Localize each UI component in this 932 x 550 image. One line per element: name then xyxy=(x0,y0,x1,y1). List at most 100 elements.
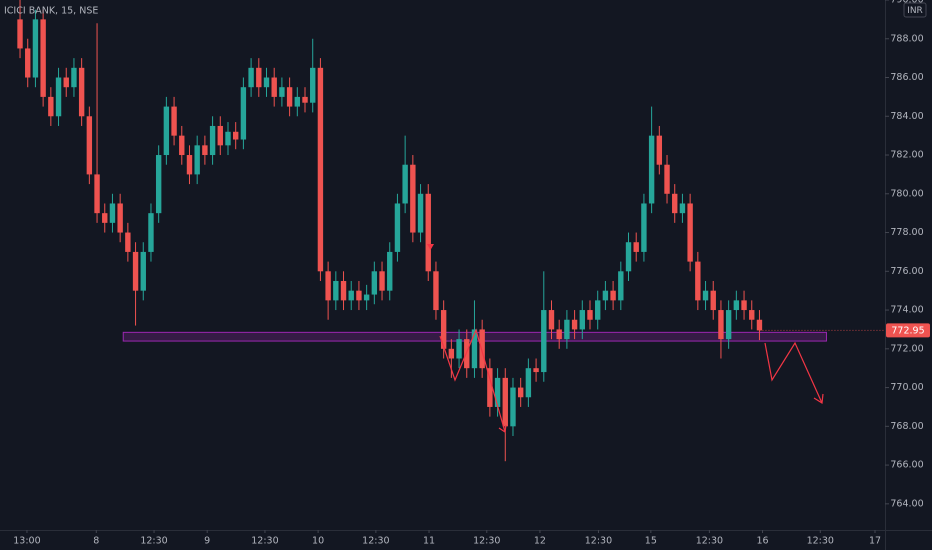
pattern-line xyxy=(439,328,506,433)
candle-body xyxy=(579,310,585,330)
x-tick-label: 8 xyxy=(93,536,99,547)
candle-body xyxy=(525,368,532,398)
candle-body xyxy=(387,251,393,291)
x-tick-label: 12:30 xyxy=(362,536,389,547)
x-tick-label: 12:30 xyxy=(585,536,612,547)
candle-body xyxy=(163,106,170,156)
candle-body xyxy=(356,290,362,301)
candle-body xyxy=(502,377,508,427)
candle-body xyxy=(725,310,732,340)
candle-body xyxy=(695,261,701,301)
candle-body xyxy=(17,19,23,49)
x-tick-label: 12:30 xyxy=(140,536,167,547)
candle-body xyxy=(171,106,177,136)
x-tick-label: 12:30 xyxy=(696,536,723,547)
candle-body xyxy=(625,242,632,272)
y-tick-label: 766.00 xyxy=(890,460,923,471)
arrow-head xyxy=(498,424,507,434)
x-tick-label: 12:30 xyxy=(807,536,834,547)
candle-body xyxy=(571,319,578,330)
candle-body xyxy=(202,145,208,156)
candle-body xyxy=(533,368,539,373)
candle-body xyxy=(248,67,254,88)
y-tick-label: 772.00 xyxy=(890,343,923,354)
candle-body xyxy=(710,290,716,311)
y-tick-label: 764.00 xyxy=(890,498,923,509)
candle-body xyxy=(363,294,370,301)
y-tick-label: 782.00 xyxy=(890,150,923,161)
candle-body xyxy=(340,280,347,301)
candle-body xyxy=(302,96,308,103)
arrow-head xyxy=(813,393,824,405)
last-price-box xyxy=(886,323,930,338)
candle-body xyxy=(310,67,316,103)
candle-body xyxy=(548,310,555,330)
x-tick-label: 12 xyxy=(534,536,546,547)
candle-body xyxy=(741,300,747,311)
candle-body xyxy=(487,368,493,407)
candle-body xyxy=(132,251,139,291)
candle-body xyxy=(656,135,663,165)
candle-body xyxy=(333,280,339,301)
candle-body xyxy=(102,213,108,223)
candle-body xyxy=(602,290,609,301)
candle-body xyxy=(186,155,193,175)
candle-body xyxy=(232,131,239,140)
candle-body xyxy=(464,339,470,369)
candle-body xyxy=(440,310,447,349)
y-tick-label: 780.00 xyxy=(890,188,923,199)
x-tick-label: 17 xyxy=(869,536,881,547)
currency-label: INR xyxy=(907,6,923,16)
y-tick-label: 788.00 xyxy=(890,33,923,44)
candle-body xyxy=(456,339,462,359)
candle-body xyxy=(271,77,277,97)
plot-area xyxy=(17,0,885,462)
candle-body xyxy=(48,96,54,117)
candle-body xyxy=(209,125,216,156)
candle-body xyxy=(217,125,223,146)
candle-body xyxy=(179,135,185,156)
x-tick-label: 12:30 xyxy=(251,536,278,547)
candle-body xyxy=(155,155,162,214)
candle-body xyxy=(40,19,46,97)
x-tick-label: 13:00 xyxy=(13,536,40,547)
candle-body xyxy=(263,77,270,88)
candle-body xyxy=(417,193,424,233)
candle-body xyxy=(325,271,331,301)
y-tick-label: 774.00 xyxy=(890,305,923,316)
candle-body xyxy=(679,203,686,214)
candle-body xyxy=(610,290,616,301)
candle-body xyxy=(556,329,562,340)
candle-body xyxy=(641,203,647,252)
x-tick-label: 9 xyxy=(204,536,210,547)
candle-body xyxy=(225,131,231,146)
symbol-title: ICICI BANK, 15, NSE xyxy=(4,6,98,17)
candle-body xyxy=(78,67,85,117)
candle-body xyxy=(517,387,524,398)
candle-body xyxy=(140,251,146,291)
candle-body xyxy=(117,203,123,233)
candle-body xyxy=(125,232,131,252)
candle-body xyxy=(194,145,200,175)
currency-box xyxy=(903,2,927,18)
candle-body xyxy=(702,290,709,301)
candle-body xyxy=(55,77,62,117)
candle-body xyxy=(733,300,740,311)
candle-body xyxy=(448,348,455,359)
y-tick-label: 784.00 xyxy=(890,111,923,122)
candle-body xyxy=(63,77,69,88)
candle-body xyxy=(664,164,670,194)
y-tick-label: 770.00 xyxy=(890,382,923,393)
candle-body xyxy=(648,135,655,204)
candle-body xyxy=(109,203,116,223)
candle-body xyxy=(425,193,431,272)
candle-body xyxy=(240,87,247,140)
candle-body xyxy=(279,87,285,97)
candle-body xyxy=(687,203,693,262)
x-tick-label: 15 xyxy=(645,536,657,547)
drawings xyxy=(427,244,824,434)
candle-body xyxy=(71,67,77,88)
